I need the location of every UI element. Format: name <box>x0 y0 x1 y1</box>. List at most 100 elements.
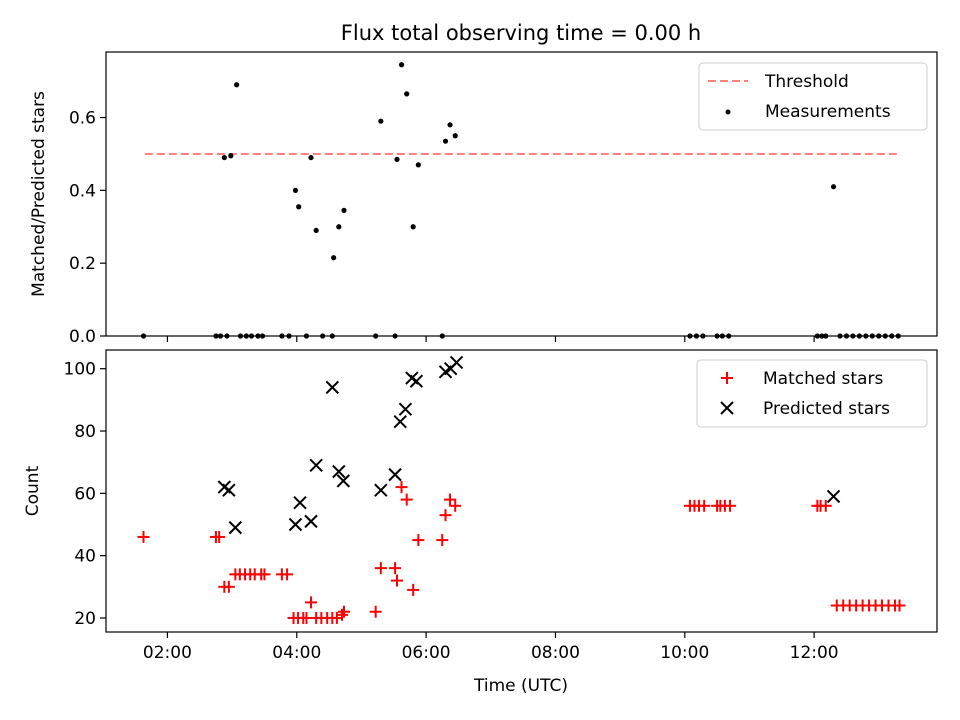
measurement-point <box>442 138 449 144</box>
ratio-y-axis-label: Matched/Predicted stars <box>29 91 49 297</box>
matched-star-point <box>893 599 906 612</box>
matched-star-point <box>281 568 294 581</box>
legend-measurements-label: Measurements <box>765 102 891 122</box>
measurement-point <box>452 133 458 139</box>
x-axis-label: Time (UTC) <box>473 676 568 696</box>
measurement-point <box>447 122 453 128</box>
count-y-tick-label: 80 <box>74 422 96 442</box>
count-x-tick-label: 12:00 <box>790 643 839 663</box>
count-y-ticks: 20 40 60 80 100 <box>64 360 106 629</box>
ratio-axes-frame <box>105 51 938 337</box>
legend-threshold-label: Threshold <box>764 72 849 92</box>
matched-star-point <box>444 493 457 506</box>
legend-predicted-label: Predicted stars <box>763 399 890 419</box>
matched-star-point <box>337 605 350 618</box>
measurement-point <box>296 204 302 210</box>
matched-star-point <box>819 499 832 512</box>
matched-star-point <box>439 509 452 522</box>
predicted-star-point <box>409 374 424 388</box>
count-y-axis-label: Count <box>23 465 43 516</box>
measurement-point <box>394 156 400 163</box>
count-panel: 20 40 60 80 100 02:00 04:00 06:00 08:00 10:00 12:… <box>23 349 938 696</box>
matched-star-point <box>407 583 420 596</box>
count-y-tick-label: 40 <box>74 547 96 567</box>
measurement-point <box>398 62 405 68</box>
ratio-legend: Threshold Measurements <box>698 62 928 131</box>
count-x-tick-label: 08:00 <box>531 643 580 663</box>
predicted-star-point <box>309 458 323 472</box>
matched-star-point <box>436 534 449 547</box>
matched-star-point <box>391 574 404 587</box>
predicted-star-point <box>398 402 413 416</box>
ratio-y-tick-label: 0.2 <box>69 254 96 274</box>
predicted-star-point <box>826 489 841 504</box>
ratio-y-ticks: 0.0 0.2 0.4 0.6 <box>69 109 106 347</box>
matched-star-point <box>698 499 711 512</box>
predicted-star-point <box>228 520 243 535</box>
count-y-tick-label: 60 <box>74 484 96 504</box>
measurement-point <box>228 153 234 159</box>
matched-stars-points <box>137 481 906 624</box>
matched-star-point <box>305 596 318 609</box>
matched-star-point <box>412 534 425 547</box>
matched-star-point <box>222 580 235 593</box>
legend-measurements-swatch <box>725 109 731 115</box>
count-y-tick-label: 100 <box>64 360 96 380</box>
measurement-point <box>830 184 837 190</box>
count-axes-frame <box>105 349 938 633</box>
matched-star-point <box>137 530 150 543</box>
matched-star-point <box>369 605 382 618</box>
matched-star-point <box>213 530 226 543</box>
count-x-ticks: 02:00 04:00 06:00 08:00 10:00 12:00 <box>143 632 839 663</box>
ratio-y-tick-label: 0.6 <box>69 109 96 129</box>
measurement-point <box>415 162 421 168</box>
predicted-star-point <box>388 467 402 482</box>
measurement-point <box>313 227 319 234</box>
legend-matched-swatch <box>721 372 733 384</box>
predicted-star-point <box>293 495 307 510</box>
predicted-star-point <box>304 514 318 529</box>
count-legend-box <box>696 359 928 428</box>
matched-star-point <box>258 568 271 581</box>
measurement-point <box>331 255 337 261</box>
legend-predicted-swatch <box>720 401 734 415</box>
matched-star-point <box>724 499 737 512</box>
measurement-point <box>308 154 314 161</box>
ratio-legend-box <box>698 62 928 131</box>
count-y-tick-label: 20 <box>74 609 96 629</box>
measurement-point <box>341 207 347 213</box>
predicted-star-point <box>288 517 303 532</box>
matched-star-point <box>374 562 387 575</box>
predicted-stars-points <box>217 355 841 535</box>
ratio-panel: Flux total observing time = 0.00 h 0.00.… <box>29 21 938 347</box>
measurement-point <box>336 224 342 230</box>
count-x-tick-label: 02:00 <box>143 643 192 663</box>
measurement-point <box>410 224 416 230</box>
legend-matched-label: Matched stars <box>763 369 883 389</box>
count-x-tick-label: 10:00 <box>660 643 709 663</box>
chart-title: Flux total observing time = 0.00 h <box>341 21 701 45</box>
predicted-star-point <box>449 355 464 370</box>
matched-star-point <box>449 499 462 512</box>
ratio-x-ticks <box>166 336 815 342</box>
predicted-star-point <box>325 380 340 395</box>
predicted-star-point <box>374 483 388 497</box>
measurement-point <box>292 187 299 193</box>
measurement-point <box>404 91 410 97</box>
measurement-point <box>378 118 384 124</box>
measurement-point <box>221 154 227 161</box>
predicted-star-point <box>222 483 236 497</box>
matched-star-point <box>400 493 413 506</box>
ratio-y-tick-label: 0.0 <box>69 327 96 347</box>
matched-star-point <box>389 562 402 575</box>
count-x-tick-label: 06:00 <box>402 643 451 663</box>
count-legend: Matched stars Predicted stars <box>696 359 928 428</box>
matched-star-point <box>395 481 408 494</box>
ratio-y-tick-label: 0.4 <box>69 181 96 201</box>
predicted-star-point <box>332 464 346 479</box>
count-x-tick-label: 04:00 <box>272 643 321 663</box>
predicted-star-point <box>336 474 351 488</box>
predicted-star-point <box>393 414 407 429</box>
measurement-point <box>234 82 240 88</box>
